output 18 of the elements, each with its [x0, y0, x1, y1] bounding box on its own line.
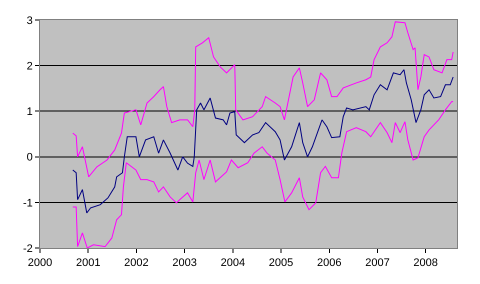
- line-series: [72, 101, 454, 248]
- x-tick-label: 2002: [124, 257, 149, 270]
- y-tick-label: -2: [23, 242, 33, 255]
- x-tick-label: 2006: [317, 257, 342, 270]
- x-tick-label: 2005: [268, 257, 294, 270]
- x-tick-label: 2003: [172, 257, 197, 270]
- y-tick-label: 3: [26, 14, 33, 27]
- x-tick-label: 2008: [413, 257, 438, 270]
- x-tick-label: 2004: [220, 257, 246, 270]
- y-tick-label: 0: [26, 152, 33, 164]
- x-tick-label: 2001: [76, 257, 100, 270]
- y-tick-label: 2: [26, 60, 33, 72]
- x-tick-label: 2000: [28, 257, 52, 270]
- y-tick-label: -1: [23, 197, 33, 210]
- line-series: [72, 69, 454, 214]
- y-tick-label: 1: [26, 106, 33, 118]
- line-series: [72, 21, 454, 178]
- x-tick-label: 2007: [365, 257, 390, 270]
